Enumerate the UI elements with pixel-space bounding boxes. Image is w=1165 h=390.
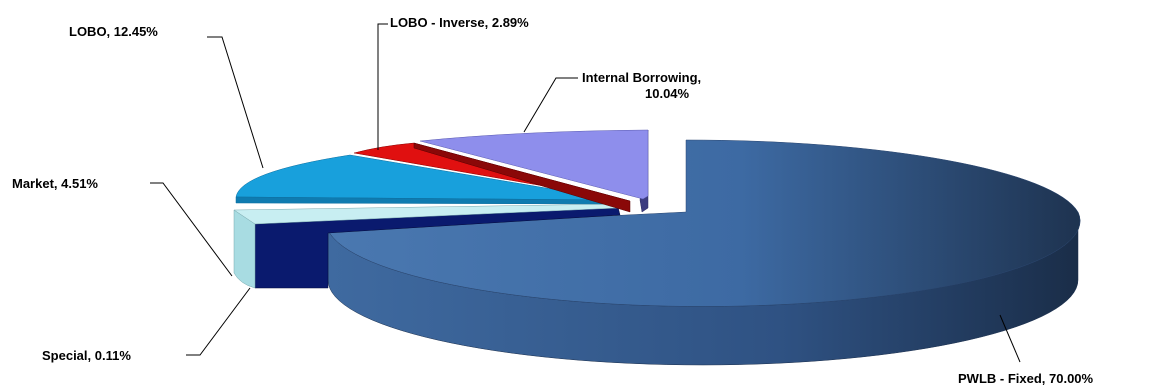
- label-pwlb-fixed: PWLB - Fixed, 70.00%: [958, 371, 1094, 386]
- leader-line-lobo: [207, 36, 264, 169]
- slice-lobo-inverse-side: [413, 142, 631, 213]
- leader-line-internal-borrowing: [523, 77, 578, 133]
- label-internal-borrowing-line2: 10.04%: [645, 86, 690, 101]
- leader-line-lobo-inverse: [377, 23, 388, 150]
- slice-internal-borrowing-top: [419, 129, 649, 200]
- slice-pwlb-fixed: [327, 139, 1081, 366]
- label-internal-borrowing-line1: Internal Borrowing,: [582, 70, 701, 85]
- label-special: Special, 0.11%: [42, 348, 131, 363]
- label-market: Market, 4.51%: [12, 176, 98, 191]
- leader-line-market: [150, 182, 233, 277]
- slice-market: [233, 203, 619, 289]
- leader-line-pwlb-fixed: [999, 314, 1021, 363]
- slice-lobo-inverse: [353, 142, 631, 213]
- label-lobo: LOBO, 12.45%: [69, 24, 158, 39]
- slice-lobo: [235, 154, 618, 205]
- slice-pwlb-fixed-top: [327, 139, 1081, 307]
- leader-line-special: [186, 287, 251, 356]
- slice-internal-borrowing: [419, 129, 649, 213]
- label-lobo-inverse: LOBO - Inverse, 2.89%: [390, 15, 529, 30]
- slice-lobo-top: [235, 154, 618, 201]
- slice-market-side: [233, 209, 256, 289]
